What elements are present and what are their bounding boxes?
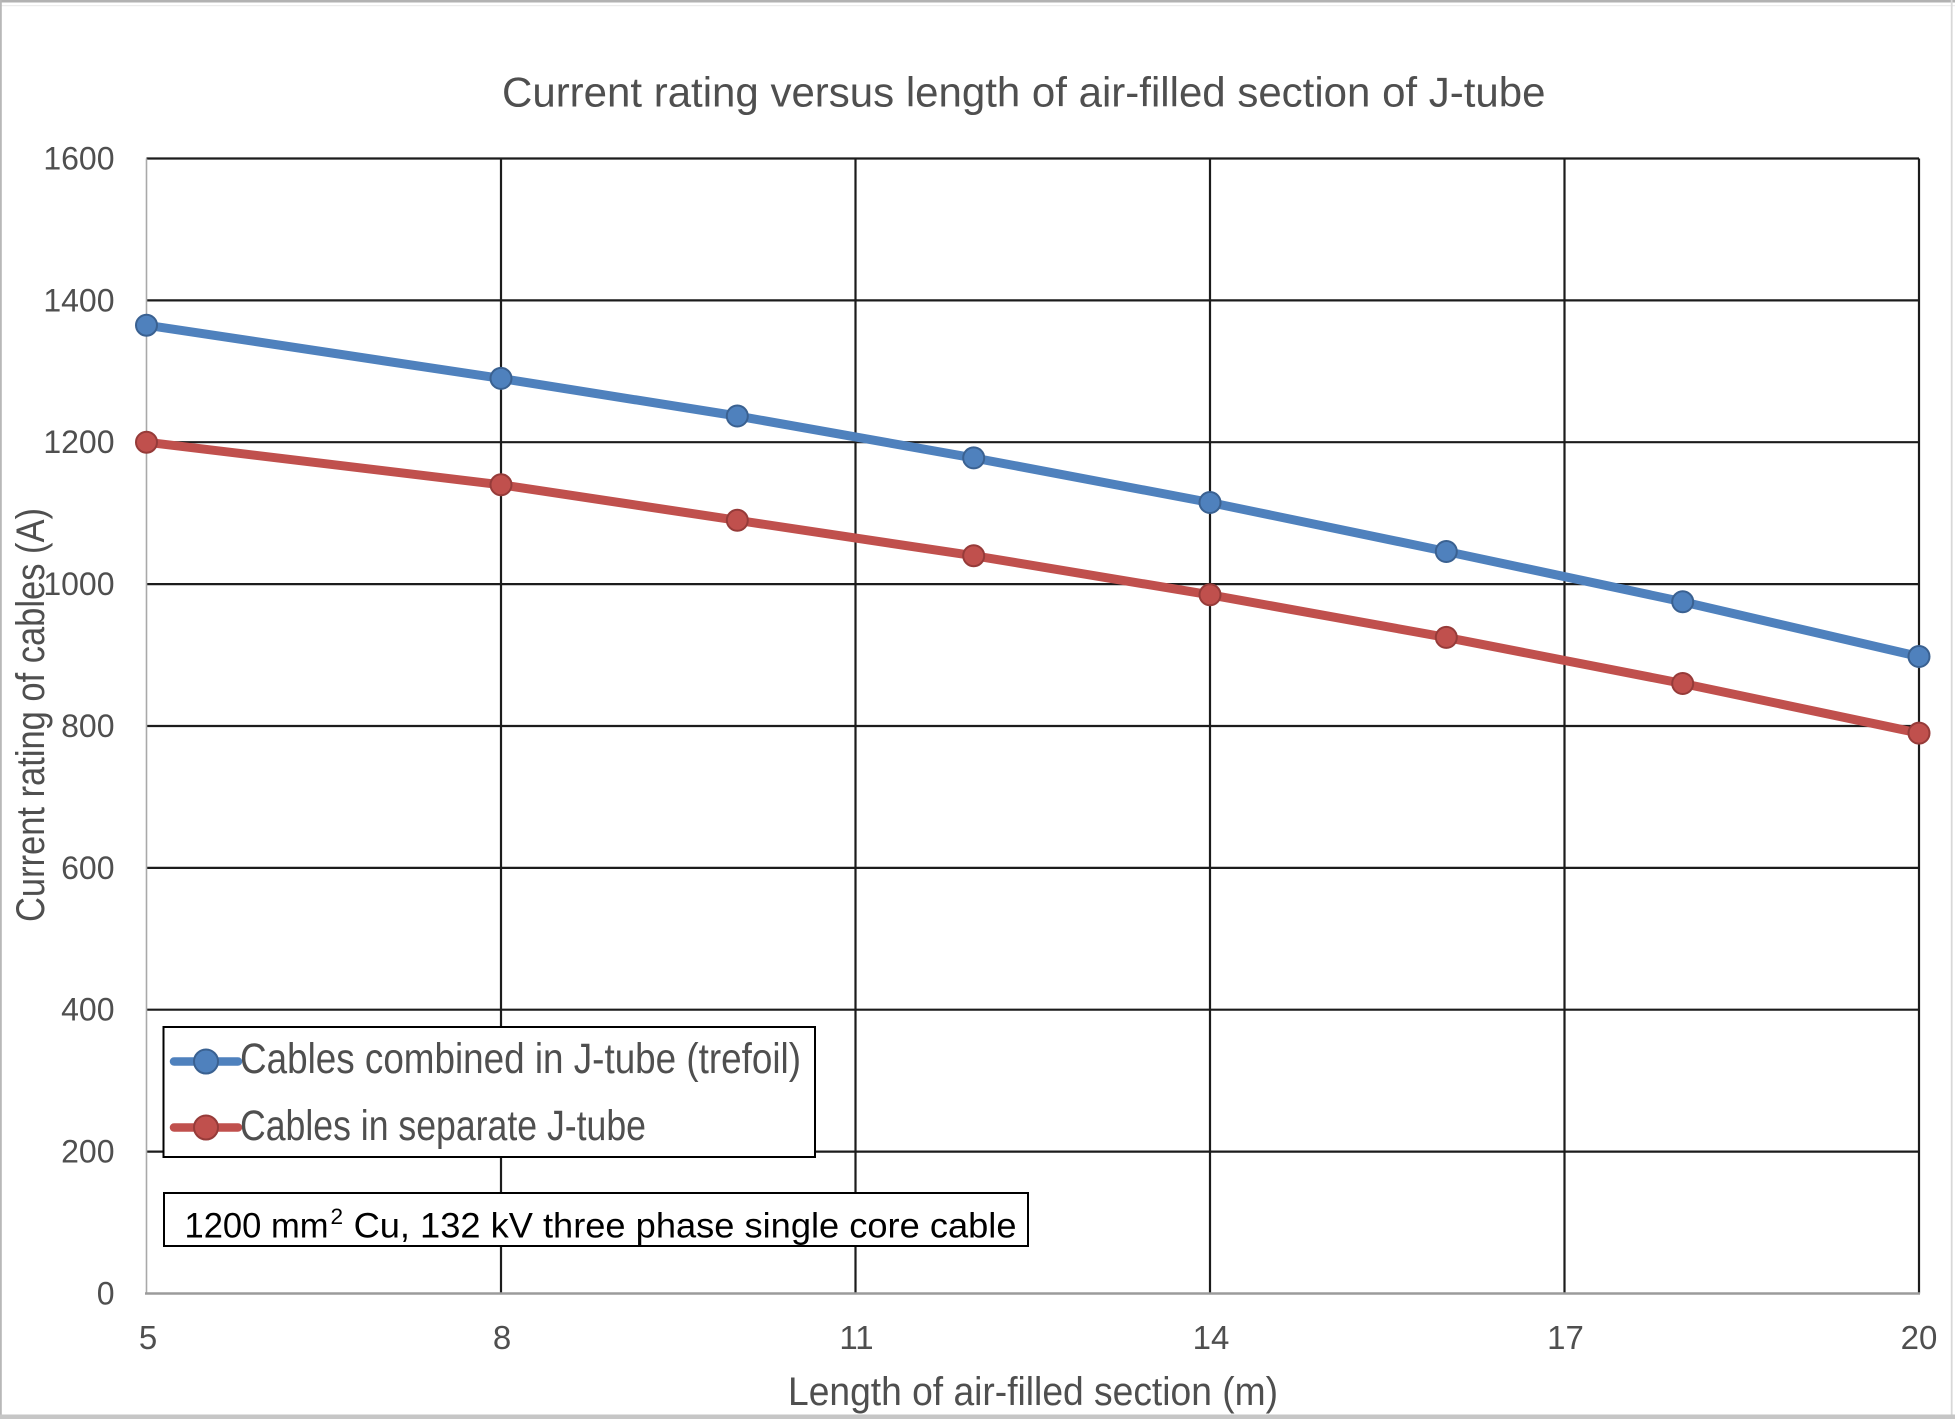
svg-text:Cables in separate J-tube: Cables in separate J-tube	[240, 1103, 646, 1150]
svg-text:Length of air-filled section (: Length of air-filled section (m)	[788, 1370, 1278, 1414]
svg-text:Cu, 132 kV three phase single: Cu, 132 kV three phase single core cable	[344, 1207, 1017, 1246]
svg-text:8: 8	[493, 1319, 511, 1356]
svg-text:11: 11	[839, 1319, 873, 1356]
svg-text:5: 5	[139, 1319, 157, 1356]
svg-text:200: 200	[61, 1134, 114, 1170]
svg-text:Current rating versus length o: Current rating versus length of air-fill…	[502, 69, 1546, 116]
svg-text:Cables combined in J-tube (tre: Cables combined in J-tube (trefoil)	[240, 1036, 801, 1083]
svg-text:17: 17	[1547, 1319, 1584, 1356]
svg-text:14: 14	[1193, 1319, 1230, 1356]
svg-text:1000: 1000	[43, 566, 114, 602]
svg-text:400: 400	[61, 992, 114, 1028]
svg-text:0: 0	[97, 1276, 115, 1312]
svg-text:2: 2	[331, 1204, 344, 1229]
svg-text:1200: 1200	[43, 424, 114, 460]
svg-text:800: 800	[61, 708, 114, 744]
svg-text:1200 mm: 1200 mm	[185, 1207, 329, 1246]
svg-text:1400: 1400	[43, 282, 114, 318]
svg-text:20: 20	[1901, 1319, 1938, 1356]
svg-text:600: 600	[61, 850, 114, 886]
svg-text:1600: 1600	[43, 141, 114, 177]
svg-text:Current rating of cables (A): Current rating of cables (A)	[9, 508, 53, 922]
